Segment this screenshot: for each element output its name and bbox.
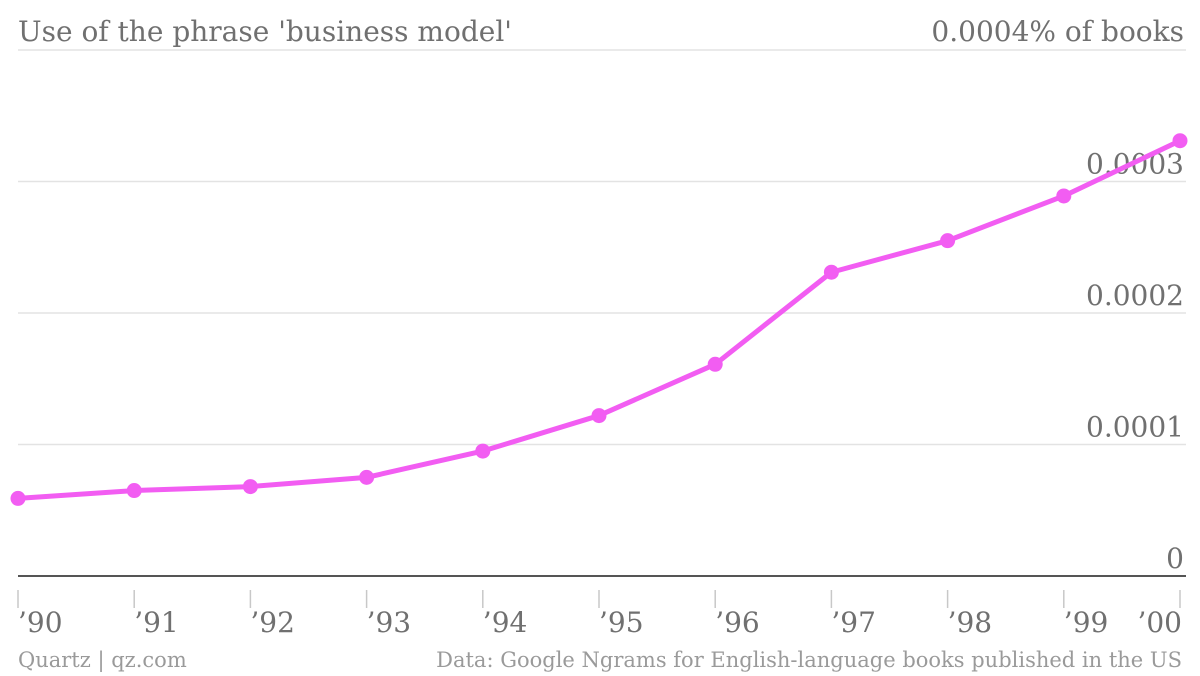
x-tick-label: ’94 [483,606,528,639]
data-point [359,469,375,485]
x-tick-label: ’97 [831,606,876,639]
data-point [126,483,142,499]
series-line [10,133,1188,506]
x-tick-label: ’96 [715,606,760,639]
x-tick-label: ’95 [599,606,644,639]
y-tick-label: 0 [1166,542,1184,575]
source-text: Data: Google Ngrams for English-language… [436,648,1182,672]
data-point [242,479,258,495]
x-tick-label: ’91 [134,606,179,639]
data-point [591,408,607,424]
unit-label: 0.0004% of books [931,15,1184,48]
x-axis-ticks: ’90 ’91 ’92 ’93 ’94 ’95 ’96 ’97 ’98 ’99 ’00 [17,590,1182,639]
credit-text: Quartz | qz.com [18,648,187,673]
x-tick-label: ’90 [18,606,63,639]
data-point [10,490,26,506]
x-tick-label: ’99 [1064,606,1109,639]
data-point [475,443,491,459]
chart-title: Use of the phrase 'business model' [18,15,512,48]
data-point [1056,188,1072,204]
x-tick-label: ’93 [367,606,412,639]
data-point [940,233,956,249]
x-tick-label: ’98 [948,606,993,639]
gridlines [18,49,1186,446]
x-tick-label: ’92 [250,606,295,639]
x-tick-label: ’00 [1137,606,1182,639]
data-point [1172,133,1188,149]
y-tick-label: 0.0001 [1086,411,1184,444]
y-tick-label: 0.0002 [1086,279,1184,312]
data-point [707,356,723,372]
data-point [823,264,839,280]
